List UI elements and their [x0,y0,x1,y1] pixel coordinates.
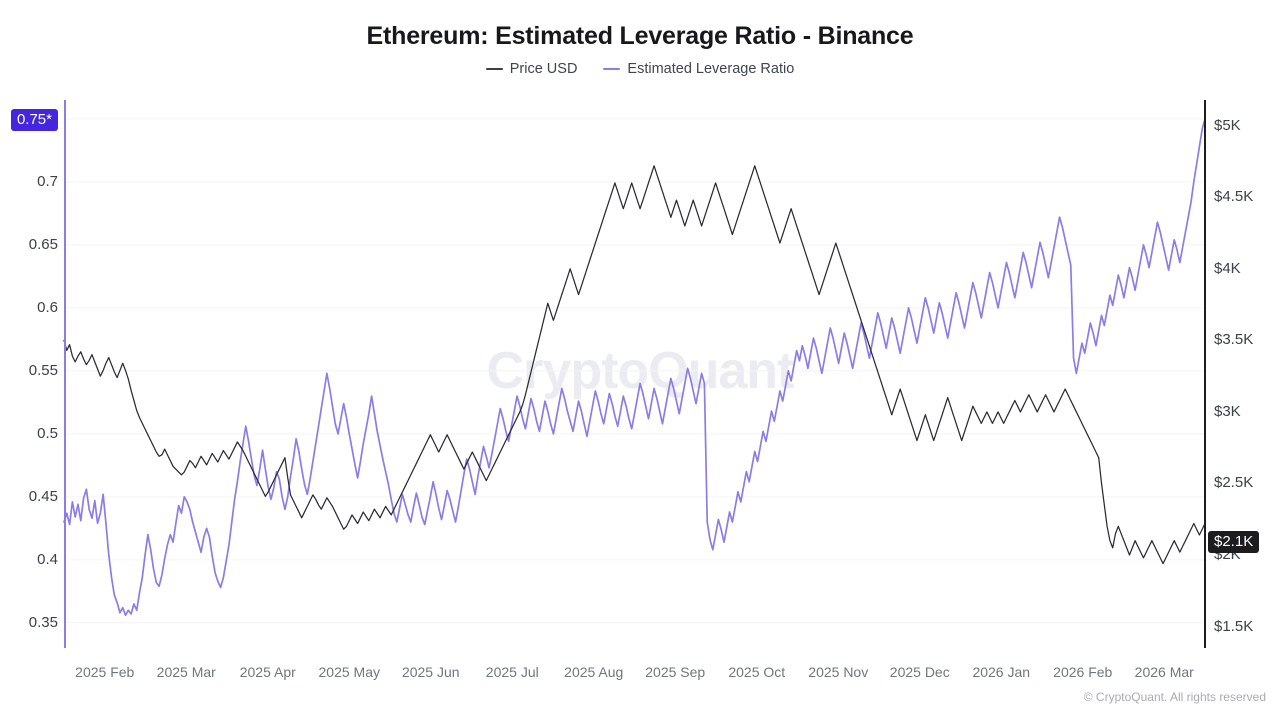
x-axis-tick-label: 2025 Apr [239,664,296,680]
x-axis-tick-label: 2025 Aug [564,664,624,680]
left-axis-tick-label: 0.5 [37,424,58,442]
right-axis-tick-label: $3.5K [1214,331,1254,349]
chart-title: Ethereum: Estimated Leverage Ratio - Bin… [366,22,914,50]
legend-label-elr: Estimated Leverage Ratio [627,61,795,77]
legend-swatch-elr [603,68,621,71]
left-axis-tick-label: 0.35 [28,613,58,631]
legend-label-price: Price USD [509,61,578,77]
x-axis-tick-label: 2025 Oct [728,664,786,680]
x-axis-tick-label: 2025 Mar [156,664,216,680]
price-line-series [63,165,1206,565]
left-axis-tick-label: 0.55 [28,361,58,379]
right-axis-tick-label: $4.5K [1214,188,1254,206]
x-axis-tick-label: 2025 Jul [485,664,539,680]
right-axis-tick-label: $3K [1214,402,1241,420]
elr-path [63,118,1206,617]
elr-line-series [63,118,1206,617]
left-axis-tick-label: 0.4 [37,550,58,568]
x-axis-tick-label: 2025 Sep [645,664,706,680]
right-axis-tick-label: $5K [1214,116,1241,134]
x-axis-tick-label: 2025 Jun [401,664,460,680]
right-axis-line [1204,100,1206,648]
x-axis-tick-label: 2025 Feb [75,664,135,680]
x-axis-tick-label: 2025 Nov [808,664,869,680]
left-axis-tick-label: 0.45 [28,487,58,505]
right-axis-tick-label: $4K [1214,259,1241,277]
x-axis-tick-label: 2025 Dec [889,664,950,680]
left-axis-current-badge: 0.75* [10,108,58,131]
x-axis-tick-label: 2026 Mar [1134,664,1194,680]
right-axis-tick-label: $1.5K [1214,617,1254,635]
right-axis-tick-label: $2.5K [1214,474,1254,492]
right-axis-current-badge: $2.1K [1208,530,1260,553]
gridlines [64,118,1205,624]
legend-item-elr[interactable]: Estimated Leverage Ratio [603,62,794,77]
price-path [63,165,1206,565]
left-axis-tick-label: 0.7 [37,172,58,190]
chart-legend: Price USD Estimated Leverage Ratio [0,62,1280,77]
left-axis-tick-label: 0.65 [28,235,58,253]
left-axis-line [64,100,66,648]
x-axis-tick-label: 2026 Jan [972,664,1031,680]
plot-area [63,100,1206,648]
left-axis-tick-label: 0.6 [37,298,58,316]
x-axis-tick-label: 2026 Feb [1053,664,1113,680]
legend-item-price[interactable]: Price USD [485,61,578,77]
legend-swatch-price [485,68,503,71]
copyright-footer: © CryptoQuant. All rights reserved [1083,690,1266,704]
x-axis-tick-label: 2025 May [318,664,380,680]
